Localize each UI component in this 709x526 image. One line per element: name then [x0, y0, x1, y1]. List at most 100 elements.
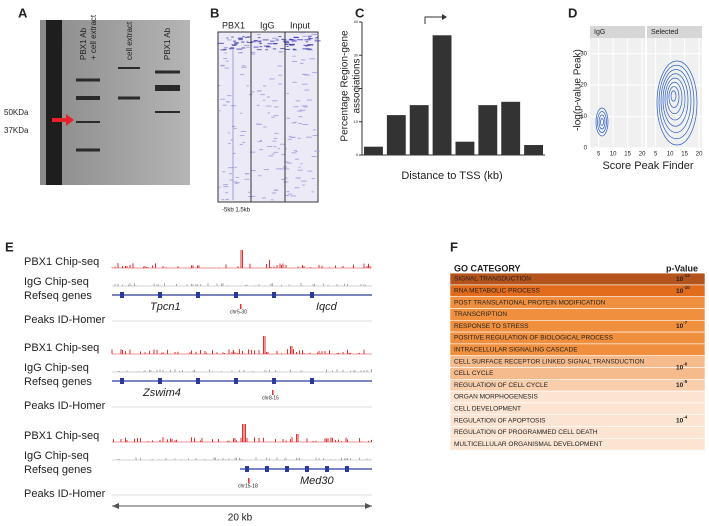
heat-dot — [273, 137, 278, 139]
heat-dot — [285, 195, 289, 197]
heat-dot — [235, 182, 240, 184]
heat-dot — [227, 132, 231, 134]
exon — [272, 292, 276, 298]
p-base: 10 — [676, 382, 684, 389]
p-value: 10-7 — [676, 320, 688, 330]
heat-dot — [312, 135, 318, 137]
lane-label: cell extract — [125, 21, 134, 60]
panel-letter: A — [18, 5, 28, 20]
bar — [409, 105, 429, 155]
gene-label: Med30 — [300, 475, 335, 487]
heat-dot — [221, 199, 225, 201]
heat-dot — [277, 65, 282, 67]
track-label: Refseq genes — [24, 376, 92, 388]
heat-dot — [266, 96, 270, 98]
heat-dot — [266, 145, 273, 147]
heat-dot — [230, 105, 237, 107]
heat-dot — [222, 171, 226, 173]
y-axis-label: associations — [352, 58, 363, 113]
heat-dot — [244, 178, 250, 180]
heat-dot — [253, 39, 258, 41]
heat-dot — [311, 33, 317, 35]
heat-dot — [305, 41, 309, 43]
signal — [117, 369, 372, 372]
gene-label: Iqcd — [316, 301, 338, 313]
arrow — [52, 114, 74, 126]
heat-dot — [223, 186, 229, 188]
heat-dot — [289, 43, 295, 45]
heat-dot — [299, 109, 306, 111]
exon — [345, 466, 349, 472]
track-label: IgG Chip-seq — [24, 362, 89, 374]
heat-dot — [263, 85, 267, 87]
panel-letter: B — [210, 5, 219, 20]
heat-dot — [250, 53, 256, 55]
heat-dot — [253, 46, 259, 48]
heat-dot — [241, 41, 245, 43]
heat-dot — [223, 48, 227, 50]
density-contour — [600, 118, 604, 126]
p-exp: -10 — [683, 285, 690, 290]
heat-dot — [238, 37, 244, 39]
heat-dot — [278, 74, 283, 76]
heat-dot — [275, 39, 279, 41]
heat-dot — [269, 78, 275, 80]
exon — [234, 378, 238, 384]
heat-dot — [244, 173, 250, 175]
heat-dot — [223, 58, 228, 60]
heat-dot — [284, 41, 290, 43]
x-tick-label: 5 — [654, 152, 658, 158]
heat-dot — [286, 117, 291, 119]
track-label: Peaks ID-Homer — [24, 314, 106, 326]
heat-dot — [299, 32, 306, 34]
density-contour — [666, 81, 683, 115]
heat-dot — [270, 40, 275, 42]
gel — [40, 20, 190, 185]
heat-dot — [298, 166, 301, 168]
heat-dot — [301, 83, 308, 85]
heat-dot — [240, 135, 245, 137]
bar — [524, 145, 543, 155]
table-header: GO CATEGORY — [454, 263, 521, 273]
heat-dot — [286, 162, 292, 164]
exon — [245, 466, 249, 472]
heat-dot — [220, 64, 225, 66]
heat-dot — [240, 130, 247, 132]
x-tick-label: 10 — [667, 152, 674, 158]
heat-dot — [272, 48, 277, 50]
heat-dot — [248, 191, 251, 193]
heat-dot — [292, 81, 297, 83]
heat-dot — [306, 39, 311, 41]
exon — [310, 378, 314, 384]
density-contour — [664, 77, 686, 121]
heat-dot — [224, 52, 227, 54]
exon — [120, 378, 124, 384]
go-term: REGULATION OF PROGRAMMED CELL DEATH — [454, 429, 598, 436]
heat-dot — [265, 49, 268, 51]
heat-dot — [231, 36, 234, 38]
go-term: POSITIVE REGULATION OF BIOLOGICAL PROCES… — [454, 335, 614, 342]
heat-dot — [293, 39, 297, 41]
heat-dot — [271, 153, 275, 155]
heat-dot — [228, 167, 234, 169]
heat-dot — [309, 58, 316, 60]
track-label: IgG Chip-seq — [24, 450, 89, 462]
heat-dot — [259, 46, 263, 48]
x-axis-label: Score Peak Finder — [602, 160, 693, 172]
lane-label: IgG — [260, 20, 275, 30]
heat-dot — [268, 155, 273, 157]
heat-dot — [315, 33, 319, 35]
p-base: 10 — [676, 417, 684, 424]
bar — [364, 146, 383, 155]
heat-dot — [278, 83, 282, 85]
scale-arrow — [112, 503, 119, 509]
heat-dot — [308, 36, 312, 38]
heat-dot — [244, 36, 250, 38]
heat-dot — [251, 170, 256, 172]
heat-dot — [246, 40, 249, 42]
mw-lane — [46, 20, 62, 185]
density-contour — [660, 69, 692, 133]
heat-dot — [239, 143, 243, 145]
signal — [113, 424, 372, 442]
p-value: 10-6 — [676, 362, 688, 372]
